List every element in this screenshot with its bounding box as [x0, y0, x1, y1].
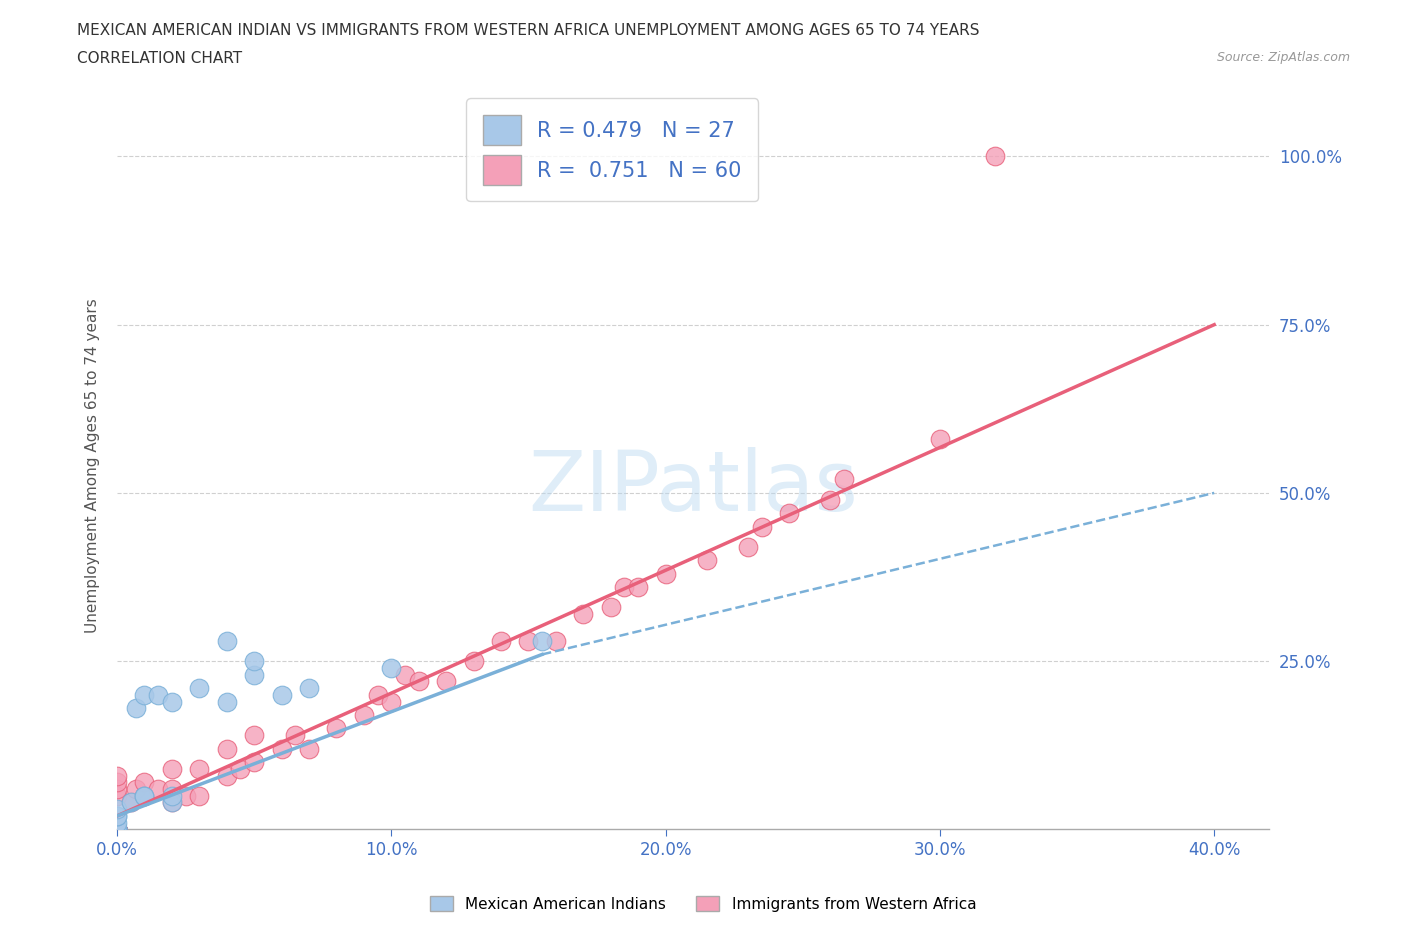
Point [367, 687, 389, 702]
Point [737, 539, 759, 554]
Point [531, 633, 554, 648]
Point [105, 822, 128, 837]
Point [105, 802, 128, 817]
Point [599, 600, 621, 615]
Point [380, 660, 402, 675]
Point [105, 822, 128, 837]
Point [434, 674, 457, 689]
Y-axis label: Unemployment Among Ages 65 to 74 years: Unemployment Among Ages 65 to 74 years [86, 299, 100, 633]
Point [160, 781, 183, 796]
Point [105, 808, 128, 823]
Point [134, 789, 156, 804]
Point [125, 781, 148, 796]
Point [160, 762, 183, 777]
Point [928, 432, 950, 446]
Point [134, 789, 156, 804]
Point [243, 654, 266, 669]
Point [408, 674, 430, 689]
Point [105, 789, 128, 804]
Point [489, 633, 512, 648]
Point [105, 768, 128, 783]
Point [134, 775, 156, 790]
Point [270, 687, 292, 702]
Point [818, 492, 841, 507]
Point [105, 816, 128, 830]
Point [215, 694, 238, 709]
Point [654, 566, 676, 581]
Point [146, 687, 169, 702]
Point [105, 822, 128, 837]
Legend: Mexican American Indians, Immigrants from Western Africa: Mexican American Indians, Immigrants fro… [423, 889, 983, 918]
Point [105, 822, 128, 837]
Point [160, 795, 183, 810]
Point [105, 822, 128, 837]
Point [243, 754, 266, 769]
Point [298, 681, 321, 696]
Point [270, 741, 292, 756]
Point [517, 633, 540, 648]
Point [105, 822, 128, 837]
Point [105, 808, 128, 823]
Point [353, 708, 375, 723]
Point [984, 149, 1007, 164]
Point [215, 768, 238, 783]
Point [134, 687, 156, 702]
Point [463, 654, 485, 669]
Point [188, 789, 211, 804]
Text: MEXICAN AMERICAN INDIAN VS IMMIGRANTS FROM WESTERN AFRICA UNEMPLOYMENT AMONG AGE: MEXICAN AMERICAN INDIAN VS IMMIGRANTS FR… [77, 23, 980, 38]
Point [243, 728, 266, 743]
Point [105, 822, 128, 837]
Point [105, 822, 128, 837]
Point [105, 822, 128, 837]
Point [105, 822, 128, 837]
Point [105, 822, 128, 837]
Point [696, 552, 718, 567]
Point [105, 822, 128, 837]
Point [105, 822, 128, 837]
Point [146, 781, 169, 796]
Point [188, 681, 211, 696]
Point [613, 579, 636, 594]
Point [544, 633, 567, 648]
Point [105, 822, 128, 837]
Text: CORRELATION CHART: CORRELATION CHART [77, 51, 242, 66]
Legend: R = 0.479   N = 27, R =  0.751   N = 60: R = 0.479 N = 27, R = 0.751 N = 60 [467, 99, 758, 201]
Point [120, 795, 142, 810]
Point [160, 789, 183, 804]
Point [105, 781, 128, 796]
Point [105, 822, 128, 837]
Point [125, 701, 148, 716]
Point [215, 633, 238, 648]
Text: Source: ZipAtlas.com: Source: ZipAtlas.com [1216, 51, 1350, 64]
Point [105, 822, 128, 837]
Point [105, 775, 128, 790]
Point [160, 795, 183, 810]
Point [215, 741, 238, 756]
Point [188, 762, 211, 777]
Point [380, 694, 402, 709]
Point [105, 822, 128, 837]
Point [627, 579, 650, 594]
Point [572, 606, 595, 621]
Point [174, 789, 197, 804]
Point [134, 789, 156, 804]
Point [284, 728, 307, 743]
Point [394, 667, 416, 682]
Point [778, 506, 800, 521]
Point [325, 721, 347, 736]
Point [751, 519, 773, 534]
Point [832, 472, 855, 487]
Point [298, 741, 321, 756]
Text: ZIPatlas: ZIPatlas [529, 447, 858, 528]
Point [243, 667, 266, 682]
Point [160, 694, 183, 709]
Point [105, 822, 128, 837]
Point [120, 795, 142, 810]
Point [229, 762, 252, 777]
